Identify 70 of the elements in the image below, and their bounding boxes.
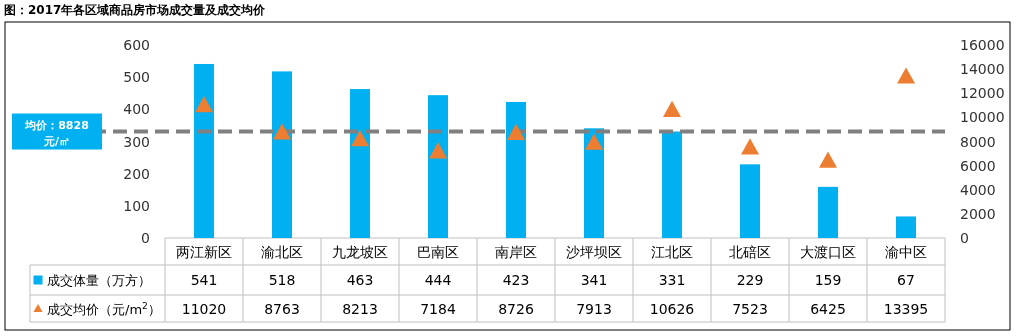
bar xyxy=(272,71,292,238)
y2-tick-label: 12000 xyxy=(960,85,1005,102)
x-tick-label: 南岸区 xyxy=(495,244,537,260)
x-tick-label: 大渡口区 xyxy=(800,244,856,260)
bar xyxy=(350,89,370,238)
y-tick-label: 500 xyxy=(123,69,150,86)
y-tick-label: 600 xyxy=(123,37,150,53)
x-tick-label: 巴南区 xyxy=(417,244,459,260)
data-label: 331 xyxy=(658,272,686,288)
bar xyxy=(194,63,214,238)
y2-tick-label: 6000 xyxy=(960,157,996,174)
bar xyxy=(584,128,604,238)
point xyxy=(273,123,291,140)
chart-title: 图：2017年各区域商品房市场成交量及成交均价 xyxy=(4,3,267,17)
point xyxy=(351,129,369,147)
data-label: 518 xyxy=(268,272,296,288)
data-label: 341 xyxy=(580,272,608,288)
y2-tick-label: 16000 xyxy=(960,37,1005,53)
y-tick-label: 300 xyxy=(123,133,150,150)
bar xyxy=(740,164,760,238)
point xyxy=(741,138,759,155)
bar xyxy=(896,216,916,238)
y-tick-label: 200 xyxy=(123,165,150,182)
bar xyxy=(818,186,838,238)
data-label: 67 xyxy=(897,272,915,288)
bar xyxy=(662,131,682,238)
ref-line-label: 均价：8828 元/㎡ xyxy=(24,118,89,148)
x-tick-label: 九龙坡区 xyxy=(332,244,388,260)
data-label: 8213 xyxy=(342,300,378,317)
y-tick-label: 0 xyxy=(141,230,150,246)
bar xyxy=(428,95,448,238)
point xyxy=(897,67,915,84)
y2-tick-label: 10000 xyxy=(960,109,1005,126)
data-label: 8726 xyxy=(498,300,534,317)
data-label: 13395 xyxy=(883,300,929,317)
legend-label: 成交体量（万方） xyxy=(47,273,151,288)
y2-tick-label: 2000 xyxy=(960,205,996,222)
data-label: 6425 xyxy=(810,300,846,317)
data-label: 8763 xyxy=(264,300,300,317)
legend-label: 成交均价（元/m$^{2}$） xyxy=(47,300,161,317)
x-tick-label: 两江新区 xyxy=(176,244,232,260)
data-label: 423 xyxy=(502,272,530,288)
y-tick-label: 400 xyxy=(123,101,150,118)
point xyxy=(507,123,525,140)
x-tick-label: 渝北区 xyxy=(261,244,303,260)
point xyxy=(663,100,681,118)
y2-tick-label: 4000 xyxy=(960,181,996,198)
data-label: 7184 xyxy=(420,300,456,317)
point xyxy=(429,142,447,159)
data-label: 444 xyxy=(424,272,452,288)
point xyxy=(585,133,603,150)
x-tick-label: 北碚区 xyxy=(729,244,771,260)
data-label: 463 xyxy=(346,272,374,288)
y2-tick-label: 8000 xyxy=(960,133,996,150)
data-label: 229 xyxy=(736,272,764,288)
data-label: 541 xyxy=(190,272,218,288)
data-label: 11020 xyxy=(181,300,227,317)
y2-tick-label: 0 xyxy=(960,230,969,246)
bar xyxy=(506,101,526,238)
data-label: 10626 xyxy=(649,300,695,317)
data-label: 159 xyxy=(814,272,842,288)
x-tick-label: 渝中区 xyxy=(885,244,927,260)
x-tick-label: 江北区 xyxy=(651,244,693,260)
point xyxy=(195,96,213,113)
point xyxy=(819,151,837,168)
y2-tick-label: 14000 xyxy=(960,61,1005,78)
data-label: 7523 xyxy=(732,300,768,317)
x-tick-label: 沙坪坝区 xyxy=(566,244,622,260)
y-tick-label: 100 xyxy=(123,197,150,214)
data-label: 7913 xyxy=(576,300,612,317)
